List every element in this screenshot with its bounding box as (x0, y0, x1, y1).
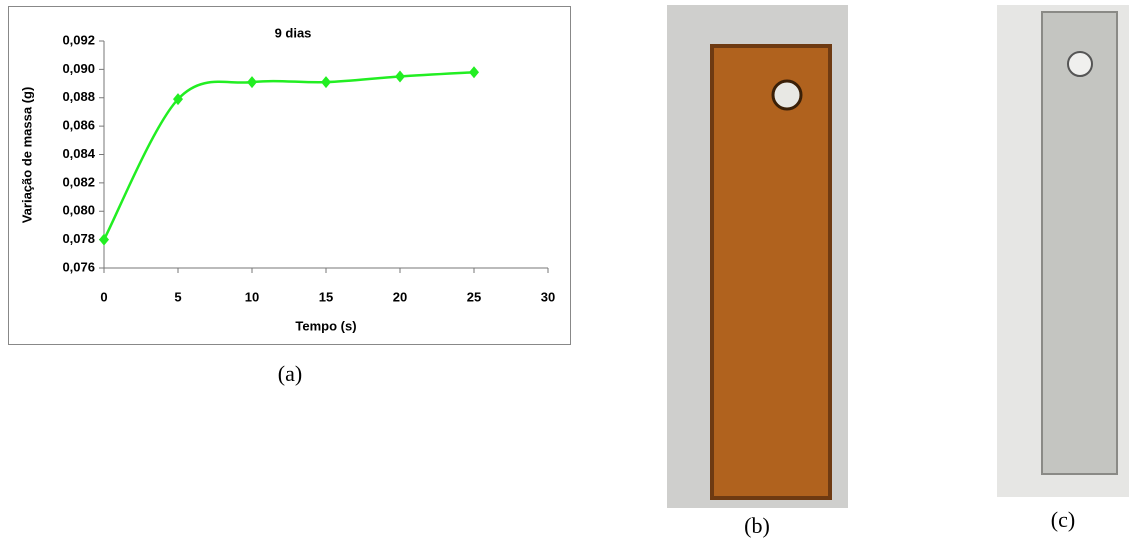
y-tick-label: 0,084 (62, 146, 95, 161)
y-tick-label: 0,082 (62, 174, 95, 189)
x-tick-label: 10 (245, 289, 259, 304)
y-tick-label: 0,076 (62, 259, 95, 274)
y-tick-label: 0,078 (62, 231, 95, 246)
caption-c: (c) (1051, 507, 1075, 532)
y-tick-label: 0,090 (62, 61, 95, 76)
y-tick-label: 0,080 (62, 203, 95, 218)
chart-title: 9 dias (275, 25, 312, 40)
x-tick-label: 0 (100, 289, 107, 304)
y-tick-label: 0,092 (62, 32, 95, 47)
photo-b (667, 5, 848, 508)
y-tick-label: 0,086 (62, 118, 95, 133)
caption-b: (b) (744, 513, 770, 538)
figure: 9 dias Tempo (s) Variação de massa (g) (… (0, 0, 1136, 542)
hole (1068, 52, 1092, 76)
coated-strip (1042, 12, 1117, 474)
caption-a: (a) (278, 361, 302, 386)
x-tick-label: 25 (467, 289, 481, 304)
x-axis-label: Tempo (s) (295, 318, 356, 333)
photo-c (997, 5, 1129, 497)
x-tick-label: 5 (174, 289, 181, 304)
x-tick-label: 30 (541, 289, 555, 304)
page: 9 dias Tempo (s) Variação de massa (g) (… (0, 0, 1136, 542)
y-tick-label: 0,088 (62, 89, 95, 104)
y-axis-label: Variação de massa (g) (19, 87, 34, 224)
rusted-strip (712, 46, 830, 498)
x-tick-label: 20 (393, 289, 407, 304)
hole (773, 81, 801, 109)
x-tick-label: 15 (319, 289, 333, 304)
